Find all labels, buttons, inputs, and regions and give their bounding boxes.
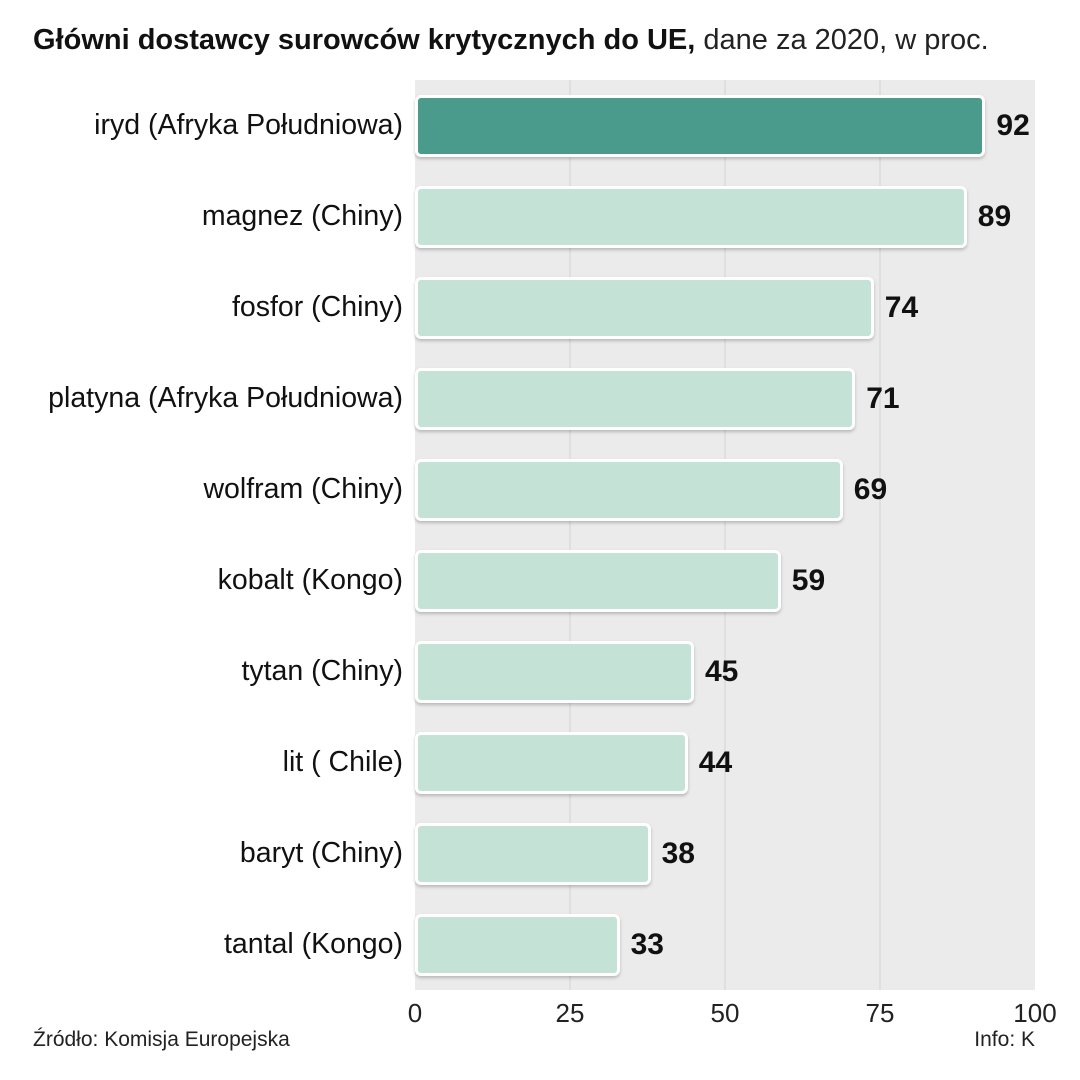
bar-row: tytan (Chiny) 45 bbox=[33, 626, 1035, 717]
x-axis: 0 25 50 75 100 bbox=[408, 990, 1057, 1029]
bar-row: tantal (Kongo) 33 bbox=[33, 899, 1035, 990]
bar-label: magnez (Chiny) bbox=[201, 200, 403, 233]
bar-track: 89 bbox=[415, 171, 1035, 262]
bar-rows: iryd (Afryka Południowa) 92 magnez (Chiny)… bbox=[33, 80, 1035, 990]
bar-row: magnez (Chiny) 89 bbox=[33, 171, 1035, 262]
bar-value: 45 bbox=[705, 654, 739, 688]
title-bold: Główni dostawcy surowców krytycznych do … bbox=[33, 24, 696, 56]
bar-track: 92 bbox=[415, 80, 1035, 171]
bar bbox=[415, 822, 651, 885]
bar-value: 69 bbox=[853, 472, 888, 506]
bar-label: tantal (Kongo) bbox=[223, 928, 403, 961]
grid-line bbox=[569, 80, 571, 991]
bar-track: 69 bbox=[415, 444, 1035, 535]
x-tick-label: 75 bbox=[865, 998, 895, 1029]
source-credit: Źródło: Komisja Europejska bbox=[33, 1028, 290, 1052]
bar-label: platyna (Afryka Południowa) bbox=[48, 382, 403, 415]
bar-row: wolfram (Chiny) 69 bbox=[33, 444, 1035, 535]
bar-track: 38 bbox=[415, 808, 1035, 899]
title-subtitle: dane za 2020, w proc. bbox=[695, 24, 989, 56]
bar bbox=[415, 913, 620, 976]
bar-label: fosfor (Chiny) bbox=[231, 291, 403, 324]
bar-value: 89 bbox=[977, 199, 1012, 233]
bar-track: 33 bbox=[415, 899, 1035, 990]
x-tick-label: 25 bbox=[555, 998, 585, 1029]
bar-row: iryd (Afryka Południowa) 92 bbox=[33, 80, 1035, 171]
bar-value: 92 bbox=[996, 108, 1030, 142]
x-tick-label: 100 bbox=[1013, 998, 1057, 1029]
bar-value: 59 bbox=[791, 563, 826, 597]
bar-label: tytan (Chiny) bbox=[241, 655, 403, 688]
bar-value: 44 bbox=[698, 745, 733, 779]
bar-track: 45 bbox=[415, 626, 1035, 717]
bar-value: 38 bbox=[661, 836, 695, 870]
footer: Źródło: Komisja Europejska Info: K bbox=[33, 1028, 1035, 1056]
bar bbox=[415, 549, 781, 612]
bar bbox=[415, 94, 986, 157]
bar bbox=[415, 367, 856, 430]
x-tick-label: 50 bbox=[710, 998, 740, 1029]
grid-line bbox=[724, 80, 726, 991]
bar-label: iryd (Afryka Południowa) bbox=[94, 109, 403, 142]
bar bbox=[415, 640, 694, 703]
bar-label: baryt (Chiny) bbox=[239, 837, 403, 870]
bar bbox=[415, 458, 843, 521]
bar-row: fosfor (Chiny) 74 bbox=[33, 262, 1035, 353]
bar bbox=[415, 276, 874, 339]
bar-track: 44 bbox=[415, 717, 1035, 808]
bar bbox=[415, 185, 967, 248]
page-title: Główni dostawcy surowców krytycznych do … bbox=[33, 22, 1035, 58]
bar-value: 71 bbox=[866, 381, 900, 415]
bar-row: kobalt (Kongo) 59 bbox=[33, 535, 1035, 626]
bar-label: lit ( Chile) bbox=[282, 746, 403, 779]
bar-row: lit ( Chile) 44 bbox=[33, 717, 1035, 808]
bar-label: wolfram (Chiny) bbox=[203, 473, 403, 506]
info-credit: Info: K bbox=[974, 1028, 1035, 1052]
bar-track: 71 bbox=[415, 353, 1035, 444]
bar-track: 59 bbox=[415, 535, 1035, 626]
bar-row: baryt (Chiny) 38 bbox=[33, 808, 1035, 899]
bar bbox=[415, 731, 688, 794]
bar-value: 33 bbox=[630, 927, 664, 961]
bar-label: kobalt (Kongo) bbox=[217, 564, 403, 597]
bar-row: platyna (Afryka Południowa) 71 bbox=[33, 353, 1035, 444]
bar-chart: iryd (Afryka Południowa) 92 magnez (Chiny)… bbox=[33, 80, 1057, 1029]
grid-line bbox=[879, 80, 881, 991]
x-tick-label: 0 bbox=[407, 998, 423, 1029]
bar-track: 74 bbox=[415, 262, 1035, 353]
bar-value: 74 bbox=[884, 290, 919, 324]
